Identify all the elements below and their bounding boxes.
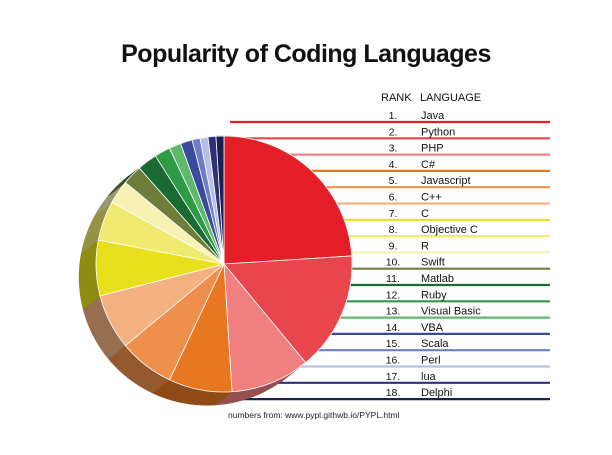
legend-rank: 8. (389, 224, 398, 236)
legend-header-rank: RANK (381, 92, 412, 104)
pie-slice (223, 262, 307, 393)
legend-label: C++ (421, 192, 442, 204)
legend-label: C (421, 208, 429, 220)
legend-rank: 1. (389, 110, 398, 122)
legend-rank: 7. (389, 208, 398, 220)
legend-label: lua (421, 371, 437, 383)
legend-rank: 15. (386, 338, 401, 350)
pie-slice (215, 135, 225, 265)
legend-label: Ruby (421, 289, 447, 301)
source-note: numbers from: www.pypl.githwb.io/PYPL.ht… (228, 410, 400, 420)
legend-label: Objective C (421, 224, 478, 236)
legend-rank: 4. (389, 159, 398, 171)
legend-rank: 6. (389, 192, 398, 204)
legend-label: Python (421, 126, 455, 138)
legend-label: Javascript (421, 175, 471, 187)
legend-rank: 9. (389, 240, 398, 252)
legend-label: Scala (421, 338, 449, 350)
legend-label: VBA (421, 322, 444, 334)
legend-label: Java (421, 110, 445, 122)
legend-rank: 12. (386, 289, 401, 301)
legend-label: Visual Basic (421, 306, 481, 318)
legend-label: Swift (421, 257, 445, 269)
legend-rank: 2. (389, 126, 398, 138)
legend-rank: 3. (389, 143, 398, 155)
legend-rank: 13. (386, 306, 401, 318)
legend-rank: 11. (386, 273, 400, 285)
legend-label: R (421, 240, 429, 252)
chart-title: Popularity of Coding Languages (121, 40, 491, 68)
legend-rank: 18. (386, 387, 401, 399)
pie-slice (223, 135, 353, 265)
legend-rank: 17. (386, 371, 401, 383)
legend-label: C# (421, 159, 436, 171)
legend-label: PHP (421, 143, 444, 155)
legend-label: Perl (421, 355, 441, 367)
legend-label: Matlab (421, 273, 454, 285)
pie-top (95, 135, 353, 393)
pie-slice (223, 255, 353, 364)
legend-header-language: LANGUAGE (420, 92, 482, 104)
legend-rank: 14. (386, 322, 401, 334)
legend-rank: 10. (386, 257, 401, 269)
legend-label: Delphi (421, 387, 452, 399)
legend-rank: 5. (389, 175, 398, 187)
legend-rank: 16. (386, 355, 401, 367)
